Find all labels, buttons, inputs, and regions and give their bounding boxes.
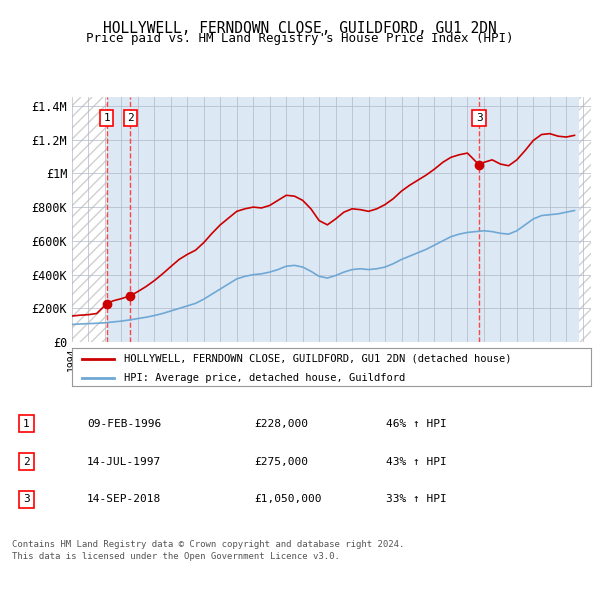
Text: 33% ↑ HPI: 33% ↑ HPI bbox=[386, 494, 447, 504]
Text: £228,000: £228,000 bbox=[254, 418, 308, 428]
Text: £1,050,000: £1,050,000 bbox=[254, 494, 322, 504]
Text: 46% ↑ HPI: 46% ↑ HPI bbox=[386, 418, 447, 428]
Text: 2: 2 bbox=[23, 457, 30, 467]
Text: This data is licensed under the Open Government Licence v3.0.: This data is licensed under the Open Gov… bbox=[12, 552, 340, 560]
Text: 2: 2 bbox=[127, 113, 134, 123]
Text: 1: 1 bbox=[103, 113, 110, 123]
Text: 14-SEP-2018: 14-SEP-2018 bbox=[87, 494, 161, 504]
Text: 43% ↑ HPI: 43% ↑ HPI bbox=[386, 457, 447, 467]
Text: 14-JUL-1997: 14-JUL-1997 bbox=[87, 457, 161, 467]
Text: Price paid vs. HM Land Registry's House Price Index (HPI): Price paid vs. HM Land Registry's House … bbox=[86, 32, 514, 45]
Text: 09-FEB-1996: 09-FEB-1996 bbox=[87, 418, 161, 428]
Text: £275,000: £275,000 bbox=[254, 457, 308, 467]
Text: HOLLYWELL, FERNDOWN CLOSE, GUILDFORD, GU1 2DN (detached house): HOLLYWELL, FERNDOWN CLOSE, GUILDFORD, GU… bbox=[124, 354, 511, 364]
Text: HOLLYWELL, FERNDOWN CLOSE, GUILDFORD, GU1 2DN: HOLLYWELL, FERNDOWN CLOSE, GUILDFORD, GU… bbox=[103, 21, 497, 35]
Bar bbox=[578, 97, 591, 342]
Text: Contains HM Land Registry data © Crown copyright and database right 2024.: Contains HM Land Registry data © Crown c… bbox=[12, 540, 404, 549]
Text: 1: 1 bbox=[23, 418, 30, 428]
Text: 3: 3 bbox=[23, 494, 30, 504]
Bar bbox=[72, 97, 107, 342]
Text: HPI: Average price, detached house, Guildford: HPI: Average price, detached house, Guil… bbox=[124, 373, 405, 383]
Text: 3: 3 bbox=[476, 113, 482, 123]
